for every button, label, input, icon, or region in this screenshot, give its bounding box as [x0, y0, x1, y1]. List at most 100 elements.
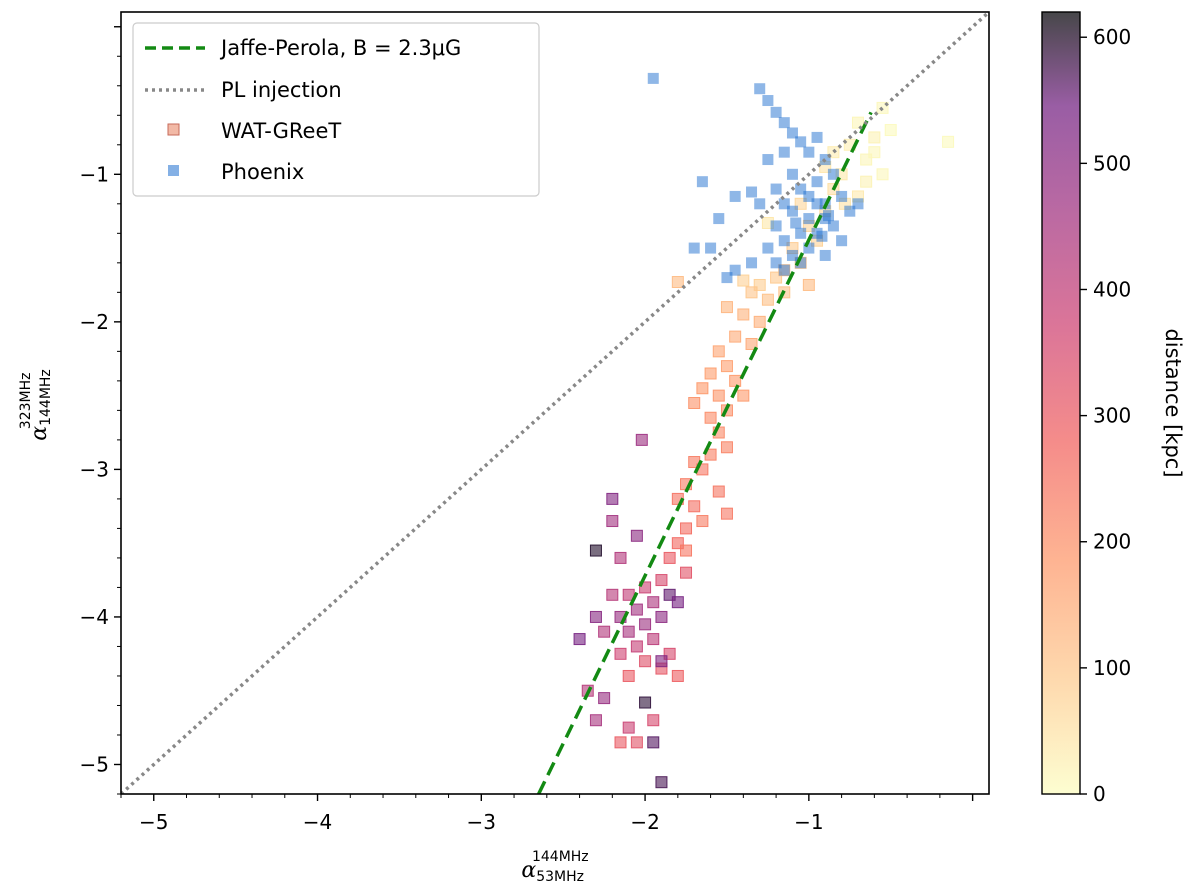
phoenix-point — [803, 146, 815, 158]
wat-greet-point — [737, 308, 750, 321]
phoenix-point — [819, 249, 831, 261]
legend-wat-swatch — [167, 123, 180, 136]
wat-greet-point — [589, 544, 602, 557]
wat-greet-point — [663, 551, 676, 564]
wat-greet-point — [680, 522, 693, 535]
wat-greet-point — [868, 131, 881, 144]
wat-greet-point — [614, 647, 627, 660]
wat-greet-point — [876, 101, 889, 114]
colorbar-gradient — [1042, 12, 1080, 794]
wat-greet-point — [696, 515, 709, 528]
wat-greet-point — [753, 315, 766, 328]
x-axis: −5 −4 −3 −2 −1 — [120, 794, 974, 834]
phoenix-point — [705, 242, 717, 254]
phoenix-point — [696, 176, 708, 188]
colorbar-tick-label: 300 — [1093, 404, 1131, 428]
legend-wat-label: WAT-GReeT — [221, 119, 341, 143]
colorbar-label: distance [kpc] — [1161, 328, 1185, 477]
x-tick-label: −2 — [630, 810, 659, 834]
phoenix-point — [778, 198, 790, 210]
legend-jp-label: Jaffe-Perola, B = 2.3μG — [219, 36, 461, 60]
wat-greet-point — [606, 588, 619, 601]
phoenix-point — [729, 190, 741, 202]
colorbar-ticks: 0 100 200 300 400 500 600 — [1080, 25, 1131, 806]
wat-greet-point — [647, 596, 660, 609]
y-axis-label-group: α144MHz323MHz — [18, 369, 54, 441]
wat-greet-point — [704, 411, 717, 424]
phoenix-point — [852, 198, 864, 210]
wat-greet-point — [606, 492, 619, 505]
wat-greet-point — [598, 625, 611, 638]
wat-greet-point — [589, 714, 602, 727]
phoenix-point — [688, 242, 700, 254]
wat-greet-point — [614, 551, 627, 564]
phoenix-point — [811, 176, 823, 188]
plot-frame — [120, 11, 990, 795]
phoenix-point — [770, 220, 782, 232]
phoenix-point — [803, 190, 815, 202]
wat-greet-point — [589, 610, 602, 623]
jaffe-perola-line — [537, 111, 873, 794]
wat-greet-point — [745, 337, 758, 350]
y-tick-label: −4 — [80, 605, 109, 629]
colorbar-tick-label: 400 — [1093, 277, 1131, 301]
colorbar-tick-label: 600 — [1093, 25, 1131, 49]
colorbar-tick-label: 500 — [1093, 151, 1131, 175]
wat-greet-point — [647, 714, 660, 727]
wat-greet-point — [770, 271, 783, 284]
y-tick-label: −5 — [80, 752, 109, 776]
wat-greet-point — [614, 736, 627, 749]
colorbar-tick-label: 100 — [1093, 656, 1131, 680]
wat-greet-point — [720, 441, 733, 454]
wat-greet-point — [647, 736, 660, 749]
phoenix-point — [721, 272, 733, 284]
wat-greet-point — [671, 596, 684, 609]
wat-greet-point — [712, 485, 725, 498]
wat-greet-point — [663, 588, 676, 601]
phoenix-point — [836, 190, 848, 202]
phoenix-point — [729, 264, 741, 276]
wat-greet-point — [622, 721, 635, 734]
colorbar: 0 100 200 300 400 500 600 distance [kpc] — [1041, 11, 1185, 806]
phoenix-point — [762, 154, 774, 166]
y-tick-label: −2 — [80, 310, 109, 334]
colorbar-tick-label: 0 — [1093, 782, 1106, 806]
x-tick-label: −3 — [467, 810, 496, 834]
x-tick-label: −1 — [794, 810, 823, 834]
phoenix-point — [778, 235, 790, 247]
phoenix-point — [762, 242, 774, 254]
phoenix-point — [803, 213, 815, 225]
phoenix-point — [770, 106, 782, 118]
wat-greet-point — [635, 433, 648, 446]
phoenix-point — [746, 257, 758, 269]
wat-greet-point — [630, 603, 643, 616]
wat-greet-point — [737, 274, 750, 287]
phoenix-point — [762, 95, 774, 107]
legend-box — [132, 22, 540, 197]
phoenix-point — [790, 217, 802, 229]
phoenix-point — [770, 257, 782, 269]
wat-greet-point — [827, 146, 840, 159]
y-axis-label-symbol: α — [27, 426, 52, 441]
wat-greet-point — [745, 286, 758, 299]
phoenix-point — [811, 198, 823, 210]
phoenix-point — [770, 183, 782, 195]
phoenix-point — [795, 183, 807, 195]
x-axis-label-sub: 53MHz — [536, 869, 584, 885]
phoenix-point — [754, 198, 766, 210]
y-tick-label: −3 — [80, 457, 109, 481]
wat-greet-point — [639, 696, 652, 709]
phoenix-point — [823, 210, 835, 222]
wat-greet-point — [639, 618, 652, 631]
phoenix-point — [795, 227, 807, 239]
wat-greet-point — [671, 537, 684, 550]
y-tick-label: −1 — [80, 162, 109, 186]
x-tick-label: −4 — [303, 810, 332, 834]
wat-greet-point — [729, 374, 742, 387]
phoenix-series — [647, 72, 864, 284]
wat-greet-point — [655, 776, 668, 789]
wat-greet-point — [655, 574, 668, 587]
wat-greet-point — [876, 168, 889, 181]
phoenix-point — [795, 257, 807, 269]
wat-greet-point — [598, 692, 611, 705]
